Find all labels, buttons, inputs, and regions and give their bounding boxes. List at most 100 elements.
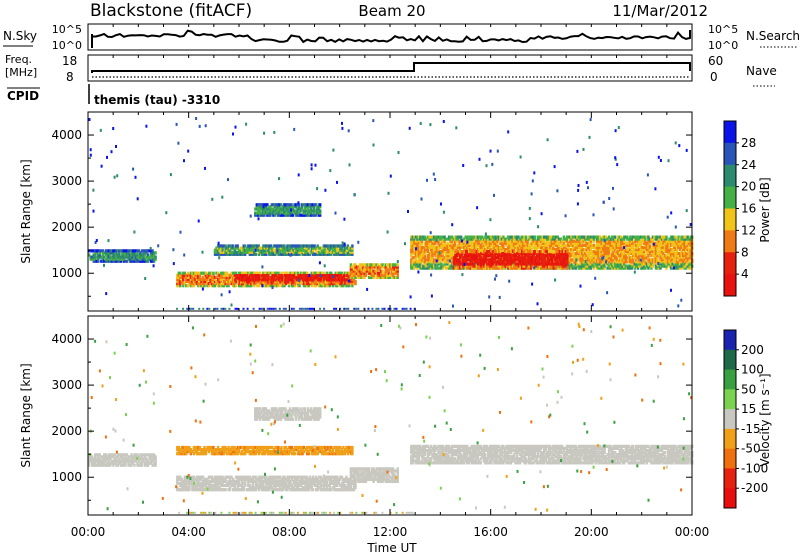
power-cell (323, 274, 326, 278)
power-cell (685, 247, 688, 252)
power-cell (453, 245, 457, 249)
power-cell (607, 258, 611, 262)
power-cell (493, 258, 497, 262)
power-cell (136, 251, 139, 255)
power-cell (300, 213, 304, 217)
power-cell (387, 265, 390, 269)
power-cell (639, 254, 643, 258)
power-cell (414, 252, 418, 256)
power-cell (630, 239, 633, 243)
power-cell (215, 250, 218, 254)
power-cell (555, 252, 558, 256)
power-cell (216, 277, 220, 281)
power-cell (496, 256, 500, 260)
power-cell (512, 235, 516, 239)
power-cell (437, 239, 440, 243)
power-cell (606, 252, 609, 256)
power-cell (476, 239, 479, 243)
power-cell (469, 252, 472, 256)
power-cell (592, 239, 596, 243)
power-cell (484, 252, 487, 256)
power-cell (536, 250, 539, 254)
power-cell (416, 250, 419, 254)
power-cell (422, 237, 425, 241)
power-cell (564, 239, 567, 243)
power-cell (519, 264, 522, 268)
power-cell (330, 271, 333, 275)
power-cell (121, 251, 124, 255)
power-cell (128, 249, 132, 253)
power-cell (449, 252, 452, 256)
power-cell (466, 262, 469, 266)
power-cell (550, 243, 553, 247)
power-cell (185, 284, 188, 288)
power-cell (92, 249, 95, 253)
power-cell (540, 243, 543, 247)
power-cell (369, 265, 372, 269)
power-cell (656, 260, 659, 264)
power-cell (304, 274, 308, 278)
power-cell (122, 255, 126, 259)
power-cell (278, 248, 282, 252)
power-cell (285, 203, 289, 207)
power-cell (514, 250, 518, 254)
power-cell (112, 253, 115, 257)
power-cell (629, 235, 632, 239)
power-cell (518, 239, 522, 243)
power-cell (327, 250, 330, 254)
power-cell (225, 282, 229, 286)
power-cell (268, 252, 271, 256)
power-cell (149, 251, 153, 255)
power-cell (364, 267, 368, 271)
power-cell (505, 243, 508, 247)
power-cell (201, 282, 205, 286)
power-cell (582, 237, 585, 241)
power-cell (273, 278, 276, 282)
power-cell (339, 278, 343, 282)
power-cell (253, 246, 256, 250)
power-cell (559, 241, 562, 245)
power-cell (517, 250, 521, 254)
power-cell (275, 284, 279, 288)
power-cell (508, 254, 512, 258)
power-cell (624, 256, 627, 260)
power-cell (499, 264, 503, 268)
power-cell (492, 256, 495, 260)
power-cell (354, 267, 357, 271)
power-cell (410, 235, 413, 239)
power-cell (614, 256, 617, 260)
power-cell (589, 243, 593, 247)
power-cell (665, 239, 668, 243)
power-cell (568, 264, 572, 268)
power-cell (148, 257, 151, 261)
power-cell (487, 256, 490, 260)
power-cell (484, 260, 487, 264)
power-cell (542, 256, 545, 260)
power-cell (594, 254, 597, 258)
power-cell (651, 239, 655, 243)
nsky-label: N.Sky (3, 29, 37, 43)
power-cell (440, 241, 443, 245)
power-cell (333, 274, 336, 278)
power-cell (349, 250, 353, 254)
power-cell (668, 237, 671, 241)
power-cell (370, 271, 374, 275)
power-cell (589, 247, 593, 252)
power-cell (275, 211, 278, 215)
power-cell (573, 235, 576, 239)
power-cell (657, 239, 661, 243)
power-cell (248, 284, 251, 288)
power-cell (305, 203, 308, 207)
power-cell (230, 250, 233, 254)
power-cell (411, 260, 414, 264)
power-cell (523, 256, 527, 260)
power-cell (560, 262, 563, 266)
power-cell (579, 262, 582, 266)
power-cell (678, 256, 682, 260)
power-cell (642, 260, 646, 264)
power-cell (139, 257, 142, 261)
power-cell (414, 243, 418, 247)
power-cell (552, 237, 555, 241)
power-cell (370, 273, 374, 277)
power-cell (452, 260, 456, 264)
